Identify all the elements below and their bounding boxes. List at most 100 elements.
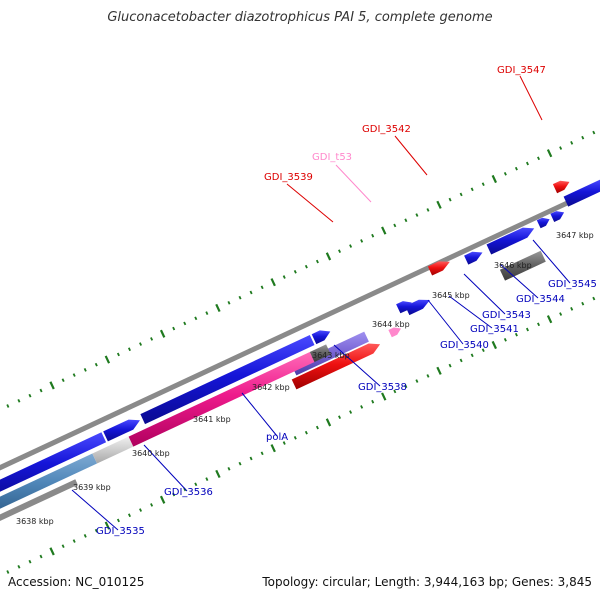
cds-reverse-polA [128, 352, 315, 447]
tick-mark [183, 321, 187, 326]
tick-mark [338, 415, 342, 420]
label-leader-lines [71, 75, 571, 531]
map-title: Gluconacetobacter diazotrophicus PAI 5, … [107, 10, 493, 25]
tick-row-inner [6, 296, 596, 574]
cds-3540b [396, 301, 412, 314]
gene-label: GDI_3539 [264, 172, 313, 183]
leader-line [532, 239, 571, 284]
tick-mark [448, 363, 452, 368]
tick-mark [215, 469, 221, 479]
scale-label: 3643 kbp [312, 351, 350, 360]
tick-mark [49, 547, 55, 556]
tick-mark [537, 156, 541, 161]
tick-mark [436, 366, 442, 375]
tick-mark [61, 544, 65, 549]
tick-mark [404, 218, 408, 223]
tick-mark [514, 166, 518, 171]
tick-mark [116, 518, 120, 523]
tick-mark [205, 311, 209, 315]
tick-mark [537, 322, 541, 327]
tick-mark [249, 456, 253, 461]
tick-mark [293, 436, 297, 440]
tick-mark [481, 182, 485, 186]
tick-mark [150, 337, 154, 341]
tick-mark [205, 477, 209, 481]
tick-mark [371, 233, 375, 238]
tick-mark [448, 197, 452, 202]
backbone-lower [0, 479, 78, 521]
tick-mark [215, 303, 221, 313]
leader-line [519, 75, 543, 121]
tick-mark [150, 503, 154, 507]
tick-mark [172, 492, 176, 497]
tick-mark [194, 316, 198, 321]
pseudo-3544 [499, 250, 546, 281]
tick-mark [17, 565, 21, 569]
cds-3545a [536, 217, 550, 229]
tick-mark [426, 374, 430, 378]
tick-marks [6, 130, 596, 574]
tick-mark [94, 362, 98, 367]
scale-labels: 3638 kbp 3639 kbp 3640 kbp 3641 kbp 3642 kbp… [16, 231, 594, 526]
scale-label: 3647 kbp [556, 231, 594, 240]
cds-reverse-light [92, 436, 134, 464]
tick-mark [393, 389, 397, 394]
tick-mark [39, 554, 43, 559]
tick-mark [260, 285, 264, 290]
leader-line [463, 273, 506, 315]
gene-label: GDI_3543 [482, 310, 531, 321]
tick-mark [349, 244, 353, 248]
leader-line [427, 299, 464, 345]
tick-mark [503, 338, 507, 342]
scale-label: 3639 kbp [73, 483, 111, 492]
tick-mark [159, 329, 166, 338]
gene-label: GDI_3544 [516, 294, 565, 305]
tick-mark [28, 393, 32, 398]
tick-mark [238, 295, 242, 300]
tick-mark [116, 352, 120, 357]
tick-mark [381, 226, 387, 235]
tick-mark [459, 358, 463, 363]
rna-3547 [552, 180, 570, 194]
scale-label: 3646 kbp [494, 261, 532, 270]
trna-feature-t53 [388, 327, 401, 338]
tick-mark [592, 296, 596, 301]
cds-forward-3536 [103, 419, 140, 442]
tick-mark [514, 332, 518, 337]
tick-mark [83, 534, 87, 538]
tick-mark [293, 270, 297, 274]
gene-label: GDI_3538 [358, 382, 407, 393]
cds-forward-3540 [311, 330, 331, 345]
leader-line [448, 295, 493, 329]
tick-mark [28, 559, 32, 564]
tick-mark [127, 347, 131, 352]
tick-mark [559, 312, 563, 316]
cds-reverse-grey [309, 344, 331, 362]
cds-3541 [405, 299, 430, 316]
scale-label: 3645 kbp [432, 291, 470, 300]
tick-mark [338, 249, 342, 254]
tick-mark [360, 405, 364, 409]
tick-mark [371, 399, 375, 404]
genome-summary-text: Topology: circular; Length: 3,944,163 bp… [262, 575, 592, 589]
tick-mark [260, 451, 264, 456]
tick-mark [270, 444, 276, 453]
tick-mark [104, 521, 111, 530]
tick-mark [546, 315, 553, 324]
gene-label: GDI_3545 [548, 279, 597, 290]
tick-mark [349, 410, 353, 414]
tick-mark [570, 307, 574, 311]
cds-forward-3535 [0, 432, 107, 492]
accession-text: Accession: NC_010125 [8, 575, 145, 589]
tick-mark [325, 418, 332, 427]
tick-mark [72, 539, 76, 543]
cds-reverse-3535 [0, 453, 97, 509]
cds-3544 [486, 227, 535, 255]
gene-labels: GDI_3547 GDI_3542 GDI_t53 GDI_3539 GDI_3545 G… [96, 65, 597, 537]
tick-mark [325, 252, 332, 261]
scale-label: 3640 kbp [132, 449, 170, 458]
tick-mark [94, 528, 98, 533]
gene-label: GDI_3540 [440, 340, 489, 351]
tick-mark [104, 355, 111, 364]
